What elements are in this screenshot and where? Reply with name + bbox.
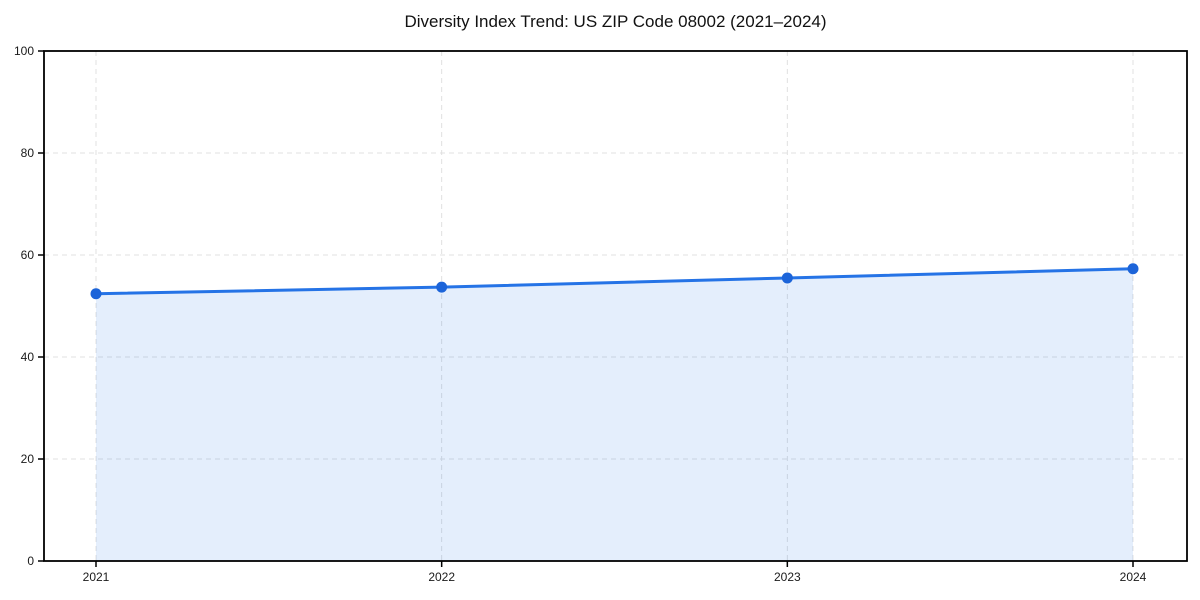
y-tick-label: 20	[21, 452, 35, 466]
x-tick-label: 2024	[1120, 570, 1147, 584]
data-point-2024	[1127, 263, 1139, 275]
y-tick-label: 80	[21, 146, 35, 160]
x-tick-label: 2023	[774, 570, 801, 584]
data-point-2023	[781, 272, 793, 284]
y-tick-label: 0	[27, 554, 34, 568]
data-point-2021	[90, 288, 102, 300]
area-fill	[96, 268, 1133, 561]
plot-border	[43, 50, 1188, 562]
x-tick-label: 2022	[428, 570, 455, 584]
y-tick-label: 40	[21, 350, 35, 364]
chart-title: Diversity Index Trend: US ZIP Code 08002…	[404, 12, 827, 31]
y-tick-label: 100	[14, 44, 34, 58]
trend-line	[94, 267, 1135, 296]
data-point-2022	[436, 281, 448, 293]
y-tick-label: 60	[21, 248, 35, 262]
x-tick-label: 2021	[83, 570, 110, 584]
